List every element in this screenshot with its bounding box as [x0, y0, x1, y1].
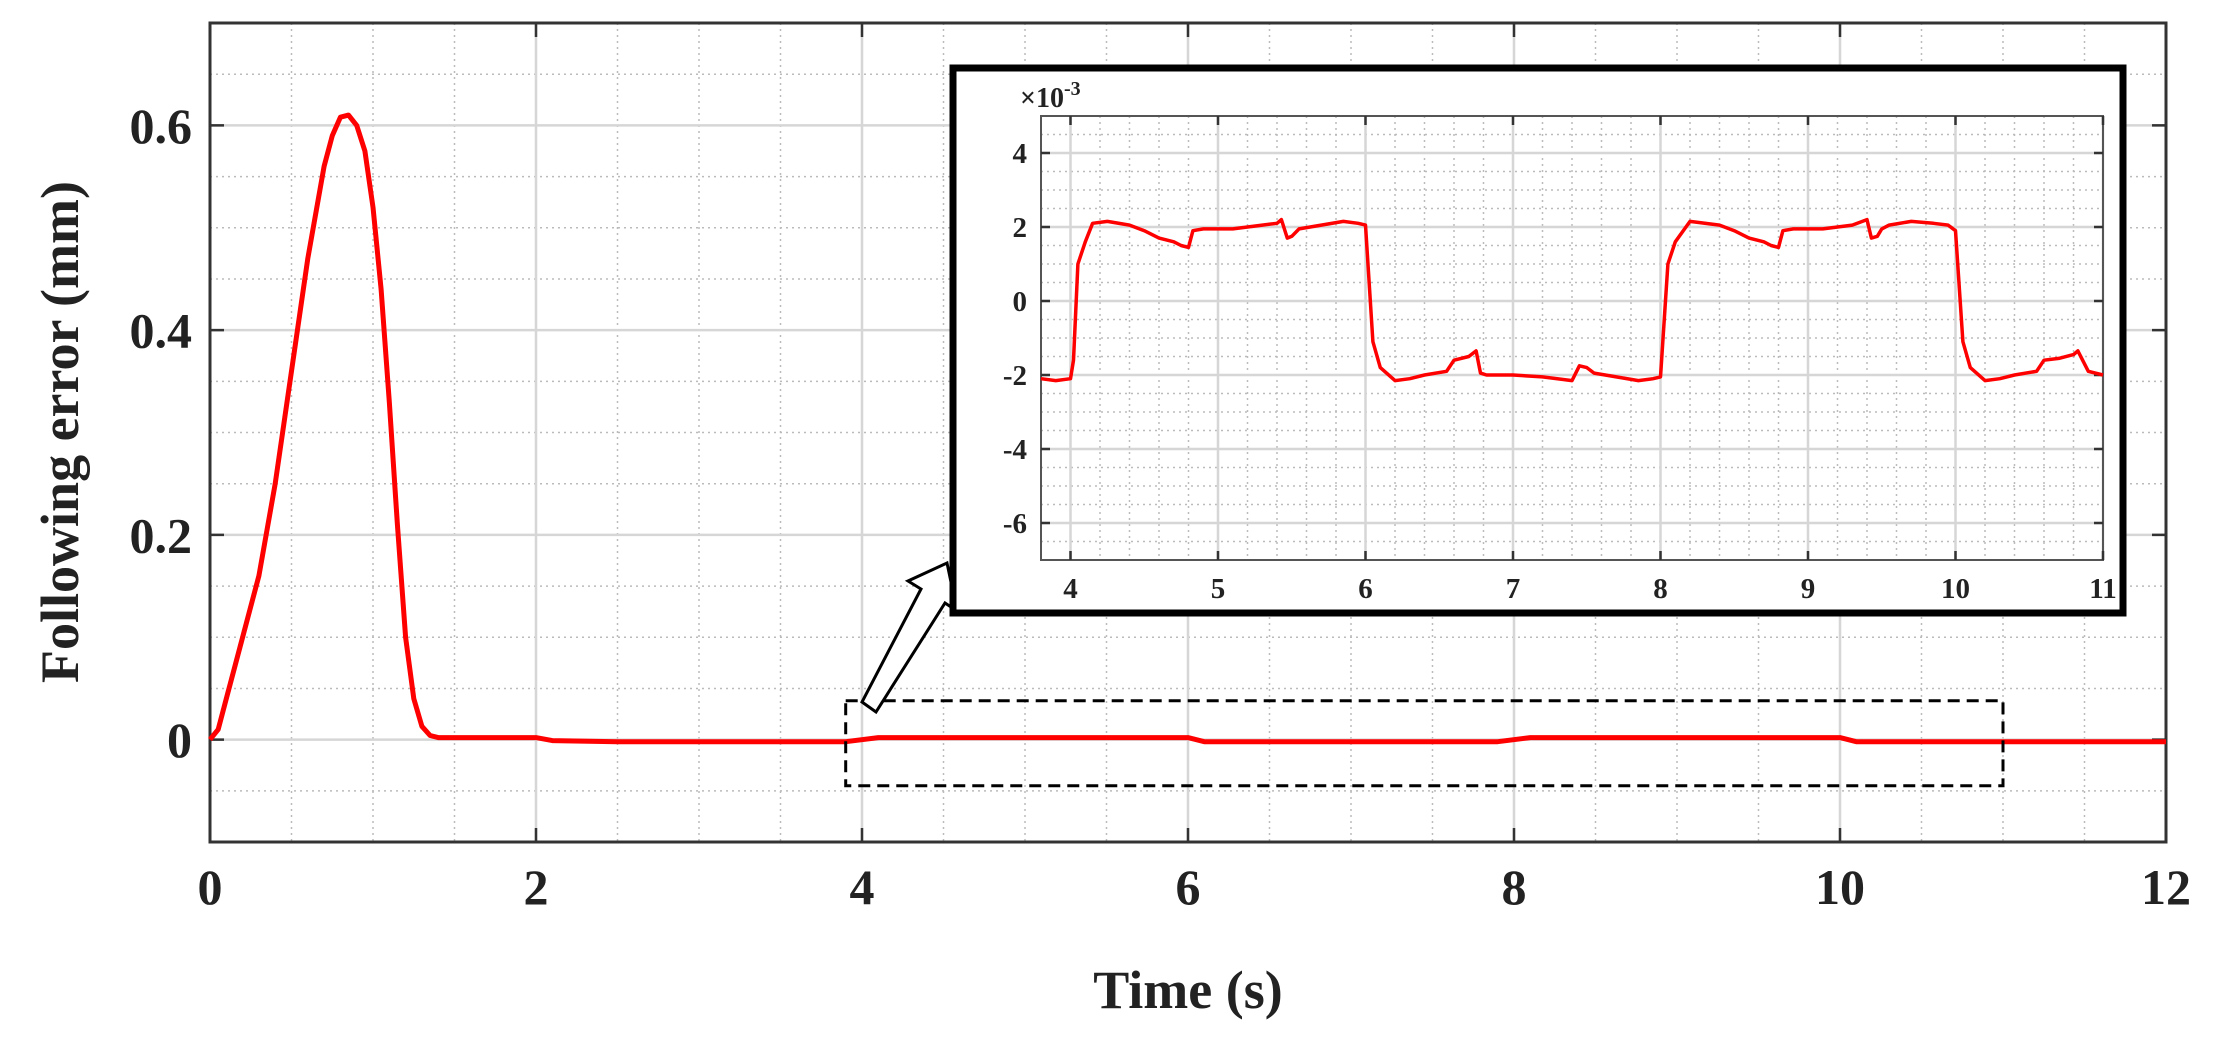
y-tick-label: -2	[1003, 360, 1027, 392]
x-tick-label: 2	[524, 859, 549, 915]
x-tick-label: 9	[1801, 573, 1816, 605]
y-tick-label: -4	[1003, 434, 1027, 466]
x-tick-label: 0	[198, 859, 223, 915]
x-tick-label: 10	[1941, 573, 1970, 605]
x-tick-label: 4	[1063, 573, 1078, 605]
inset-y-tick-labels: -6 -4 -2 0 2 4	[1003, 138, 1027, 540]
y-tick-label: 0.4	[130, 303, 193, 359]
x-tick-label: 8	[1502, 859, 1527, 915]
y-tick-label: 0.6	[130, 98, 193, 154]
main-series-line	[208, 112, 2166, 745]
x-tick-label: 4	[850, 859, 875, 915]
x-tick-label: 6	[1176, 859, 1201, 915]
x-tick-label: 8	[1653, 573, 1668, 605]
inset-scale-exponent: -3	[1064, 78, 1081, 100]
y-tick-label: 0	[167, 712, 192, 768]
main-ticks	[208, 23, 2168, 842]
inset-series-line	[1040, 217, 2104, 383]
inset-scale-label: ×10-3	[1020, 78, 1081, 114]
inset-background	[949, 64, 2127, 617]
inset-plot-frame	[1040, 115, 2104, 561]
x-tick-label: 5	[1211, 573, 1226, 605]
y-tick-label: 0.2	[130, 507, 193, 563]
y-axis-label: Following error (mm)	[30, 181, 90, 683]
inset-x-tick-labels: 4 5 6 7 8 9 10 11	[1063, 573, 2116, 605]
x-axis-label: Time (s)	[1093, 960, 1282, 1020]
x-tick-label: 7	[1506, 573, 1521, 605]
inset-scale-base: ×10	[1020, 83, 1064, 114]
x-tick-label: 6	[1358, 573, 1373, 605]
y-tick-label: 4	[1013, 138, 1028, 170]
y-tick-label: 2	[1013, 212, 1028, 244]
main-x-tick-labels: 0 2 4 6 8 10 12	[198, 859, 2192, 915]
zoom-region-box	[844, 699, 2005, 788]
x-tick-label: 12	[2141, 859, 2191, 915]
x-tick-label: 10	[1815, 859, 1865, 915]
main-y-tick-labels: 0 0.2 0.4 0.6	[130, 98, 193, 768]
y-tick-label: 0	[1013, 286, 1028, 318]
x-tick-label: 11	[2089, 573, 2116, 605]
y-tick-label: -6	[1003, 508, 1027, 540]
inset-grid	[1040, 115, 2105, 561]
